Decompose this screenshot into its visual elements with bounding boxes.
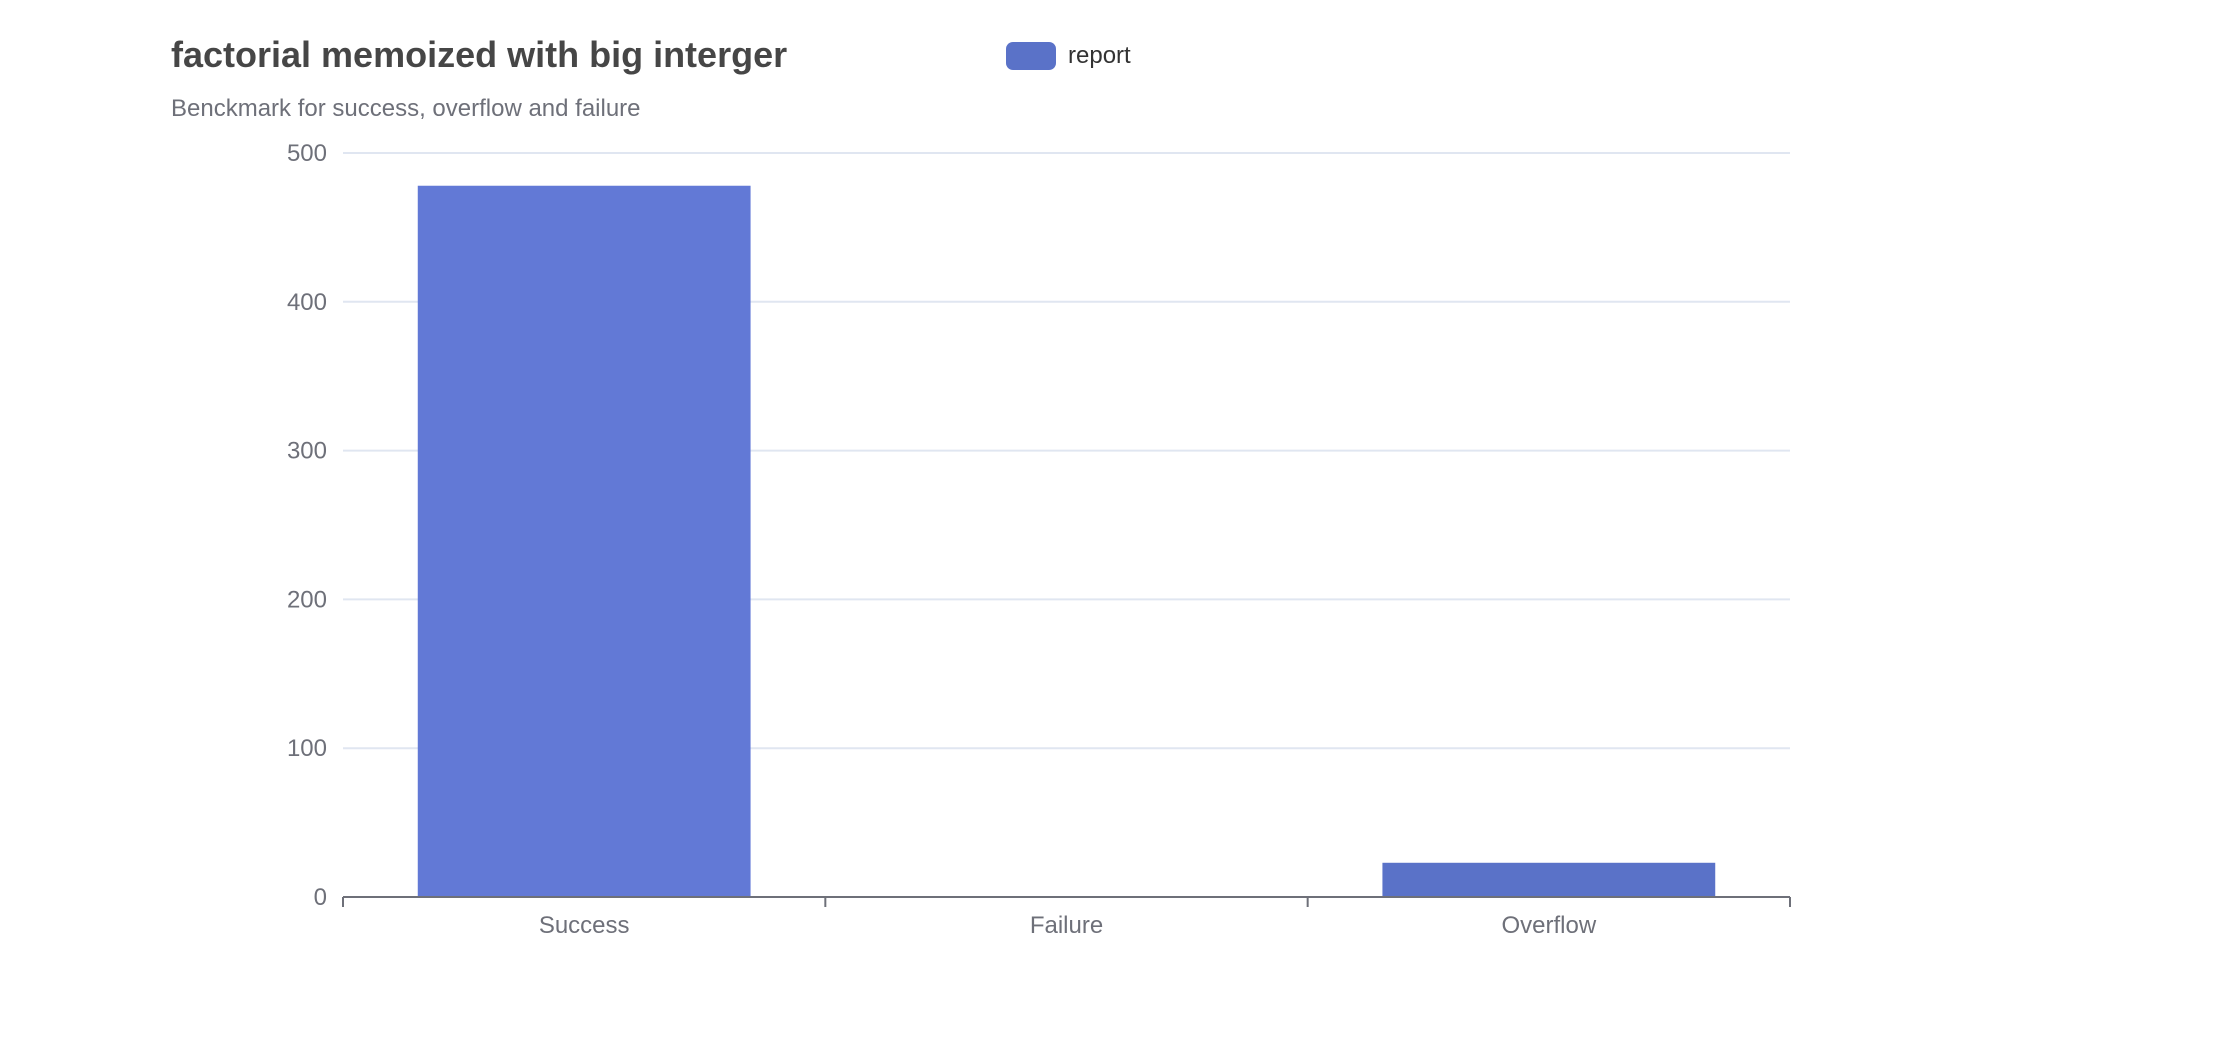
x-tick-label: Failure: [1030, 912, 1103, 939]
x-tick-label: Success: [539, 912, 630, 939]
y-tick-label: 100: [287, 735, 327, 762]
y-tick-label: 400: [287, 289, 327, 316]
bar-overflow[interactable]: [1382, 862, 1716, 897]
axes: [342, 896, 1791, 907]
tick-labels: 0 100 200 300 400 500 Success Failure Overflow: [287, 140, 1597, 939]
x-tick-label: Overflow: [1501, 912, 1596, 939]
legend-label: report: [1068, 42, 1131, 69]
bars: [417, 185, 1716, 898]
bar-success[interactable]: [417, 185, 751, 898]
chart-title: factorial memoized with big interger: [171, 34, 788, 75]
y-tick-label: 0: [314, 884, 327, 911]
y-tick-label: 500: [287, 140, 327, 167]
legend-swatch: [1006, 42, 1056, 70]
y-tick-label: 300: [287, 438, 327, 465]
chart-subtitle: Benckmark for success, overflow and fail…: [171, 95, 641, 122]
legend-item-report[interactable]: report: [1006, 42, 1131, 70]
y-tick-label: 200: [287, 586, 327, 613]
